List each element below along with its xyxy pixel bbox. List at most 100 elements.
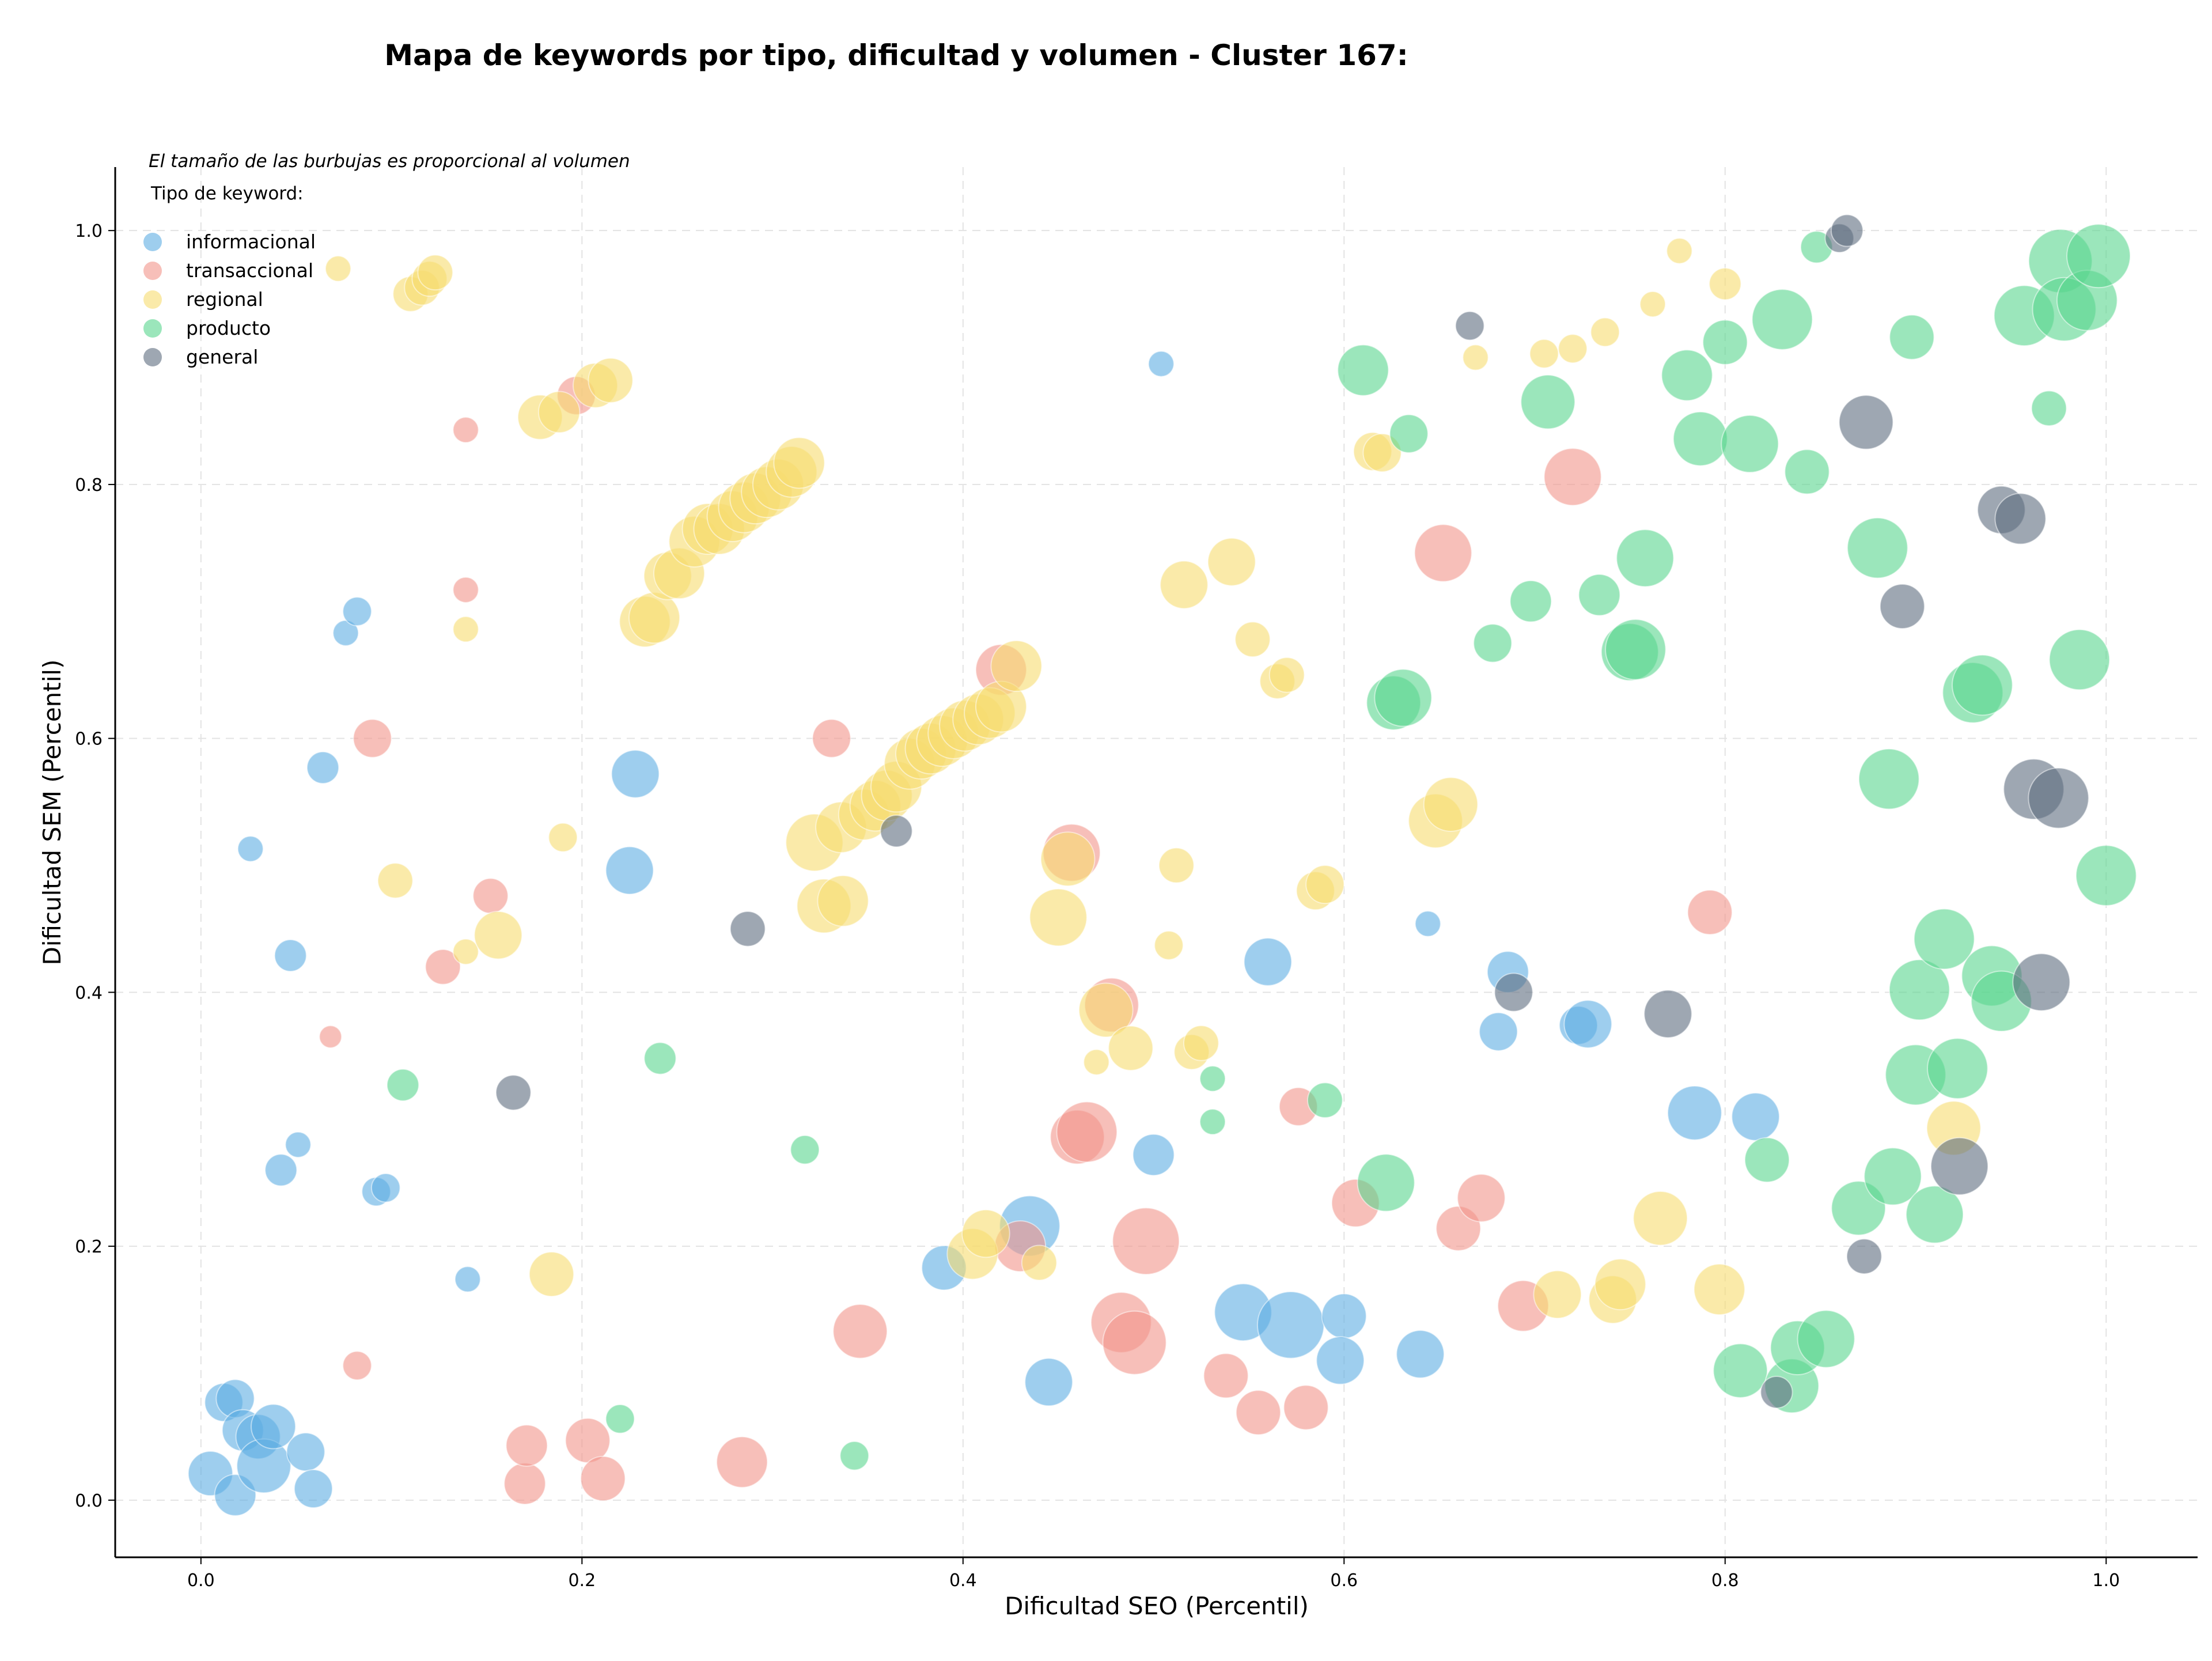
bubble-informacional-39 <box>1731 1092 1780 1141</box>
bubble-producto-22 <box>1702 319 1748 365</box>
bubble-transaccional-31 <box>1457 1174 1506 1223</box>
bubble-transaccional-3 <box>425 949 461 985</box>
bubble-regional-60 <box>1207 538 1256 587</box>
legend-label-general: general <box>186 346 258 368</box>
bubble-regional-72 <box>1533 1270 1582 1319</box>
x-tick-label-4: 0.8 <box>1711 1571 1739 1591</box>
bubble-producto-15 <box>1520 374 1575 430</box>
bubble-general-8 <box>1830 214 1863 247</box>
bubble-producto-40 <box>1913 908 1975 970</box>
y-tick-label-3: 0.6 <box>75 729 103 750</box>
data-points <box>187 214 2137 1516</box>
bubble-regional-56 <box>1158 847 1195 884</box>
bubble-producto-7 <box>1306 1082 1343 1118</box>
bubble-producto-43 <box>1952 654 2013 716</box>
bubble-producto-13 <box>1473 623 1513 663</box>
bubble-transaccional-33 <box>1543 448 1602 506</box>
bubble-general-6 <box>1760 1376 1793 1409</box>
bubble-transaccional-6 <box>472 877 509 914</box>
bubble-producto-31 <box>1797 1310 1855 1368</box>
bubble-regional-28 <box>773 437 825 489</box>
bubble-transaccional-29 <box>1414 524 1472 582</box>
bubble-regional-81 <box>1709 267 1742 301</box>
bubble-producto-23 <box>1713 1343 1768 1398</box>
bubble-general-11 <box>1879 583 1925 629</box>
bubble-regional-77 <box>1639 290 1666 317</box>
bubble-producto-16 <box>1578 573 1621 616</box>
bubble-producto-52 <box>2066 224 2131 289</box>
y-tick-label-4: 0.8 <box>75 475 103 495</box>
bubble-transaccional-1 <box>342 1350 372 1380</box>
bubble-producto-11 <box>1374 668 1433 727</box>
bubble-informacional-38 <box>1667 1085 1722 1141</box>
bubble-producto-34 <box>1858 748 1920 810</box>
bubble-producto-1 <box>605 1404 635 1434</box>
bubble-transaccional-23 <box>1112 1207 1180 1276</box>
bubble-informacional-28 <box>1243 937 1293 986</box>
bubble-producto-38 <box>1888 959 1950 1021</box>
bubble-informacional-7 <box>251 1403 297 1450</box>
bubble-informacional-20 <box>611 750 660 799</box>
bubble-producto-5 <box>1199 1065 1226 1092</box>
x-tick-label-0: 0.0 <box>187 1571 215 1591</box>
bubble-producto-26 <box>1751 289 1813 350</box>
bubble-regional-73 <box>1558 334 1588 364</box>
bubble-informacional-16 <box>342 596 372 627</box>
legend-label-producto: producto <box>186 317 271 339</box>
bubble-producto-0 <box>386 1068 419 1102</box>
bubble-producto-24 <box>1721 414 1779 473</box>
bubble-transaccional-11 <box>580 1455 626 1501</box>
x-tick-label-2: 0.4 <box>949 1571 977 1591</box>
bubble-informacional-30 <box>1321 1293 1367 1339</box>
bubble-regional-0 <box>324 255 351 282</box>
bubble-general-5 <box>1643 989 1692 1039</box>
y-tick-label-1: 0.2 <box>75 1237 103 1257</box>
y-tick-label-2: 0.4 <box>75 983 103 1003</box>
bubble-producto-39 <box>1906 1185 1964 1244</box>
bubble-regional-16 <box>628 592 680 644</box>
bubble-producto-14 <box>1509 580 1552 623</box>
bubble-regional-65 <box>1305 865 1345 905</box>
bubble-producto-35 <box>1863 1147 1922 1206</box>
bubble-transaccional-8 <box>505 1424 548 1467</box>
bubble-producto-18 <box>1605 619 1666 680</box>
bubble-transaccional-4 <box>452 417 479 444</box>
bubble-regional-55 <box>1154 930 1184 960</box>
bubble-regional-79 <box>1666 237 1693 264</box>
bubble-producto-41 <box>1927 1038 1988 1099</box>
bubble-producto-19 <box>1616 529 1675 588</box>
bubble-regional-78 <box>1633 1190 1688 1246</box>
bubble-regional-51 <box>1040 831 1096 887</box>
x-tick-label-1: 0.2 <box>568 1571 596 1591</box>
bubble-general-2 <box>880 815 913 848</box>
bubble-regional-53 <box>1078 982 1134 1038</box>
tick-labels: 0.0 0.2 0.4 0.6 0.8 1.0 0.0 0.2 0.4 0.6 0.8 1.0 <box>75 221 2120 1591</box>
bubble-informacional-25 <box>1132 1133 1175 1176</box>
bubble-regional-57 <box>1160 560 1209 610</box>
bubble-informacional-26 <box>1147 350 1175 377</box>
legend-label-regional: regional <box>186 288 263 311</box>
bubble-regional-76 <box>1594 1258 1646 1311</box>
bubble-regional-67 <box>1362 433 1402 472</box>
bubble-producto-29 <box>1784 449 1830 495</box>
legend-label-transaccional: transaccional <box>186 259 313 282</box>
bubble-producto-12 <box>1389 414 1429 453</box>
bubble-general-14 <box>1994 493 2047 545</box>
bubble-informacional-8 <box>264 1153 298 1187</box>
bubble-transaccional-25 <box>1235 1390 1281 1436</box>
bubble-informacional-14 <box>306 751 340 784</box>
bubble-producto-36 <box>1889 314 1935 360</box>
legend-label-informacional: informacional <box>186 230 316 253</box>
bubble-producto-8 <box>1337 344 1389 396</box>
bubble-informacional-29 <box>1256 1291 1325 1359</box>
bubble-regional-6 <box>537 391 581 434</box>
bubble-informacional-24 <box>1024 1357 1073 1407</box>
bubble-transaccional-24 <box>1203 1353 1249 1399</box>
bubble-producto-25 <box>1744 1137 1790 1183</box>
bubble-regional-70 <box>1462 344 1489 371</box>
bubble-transaccional-14 <box>832 1303 888 1359</box>
bubble-producto-6 <box>1199 1108 1226 1136</box>
legend-marker-regional <box>143 290 162 309</box>
bubble-regional-9 <box>452 616 479 643</box>
bubble-transaccional-0 <box>319 1025 342 1049</box>
